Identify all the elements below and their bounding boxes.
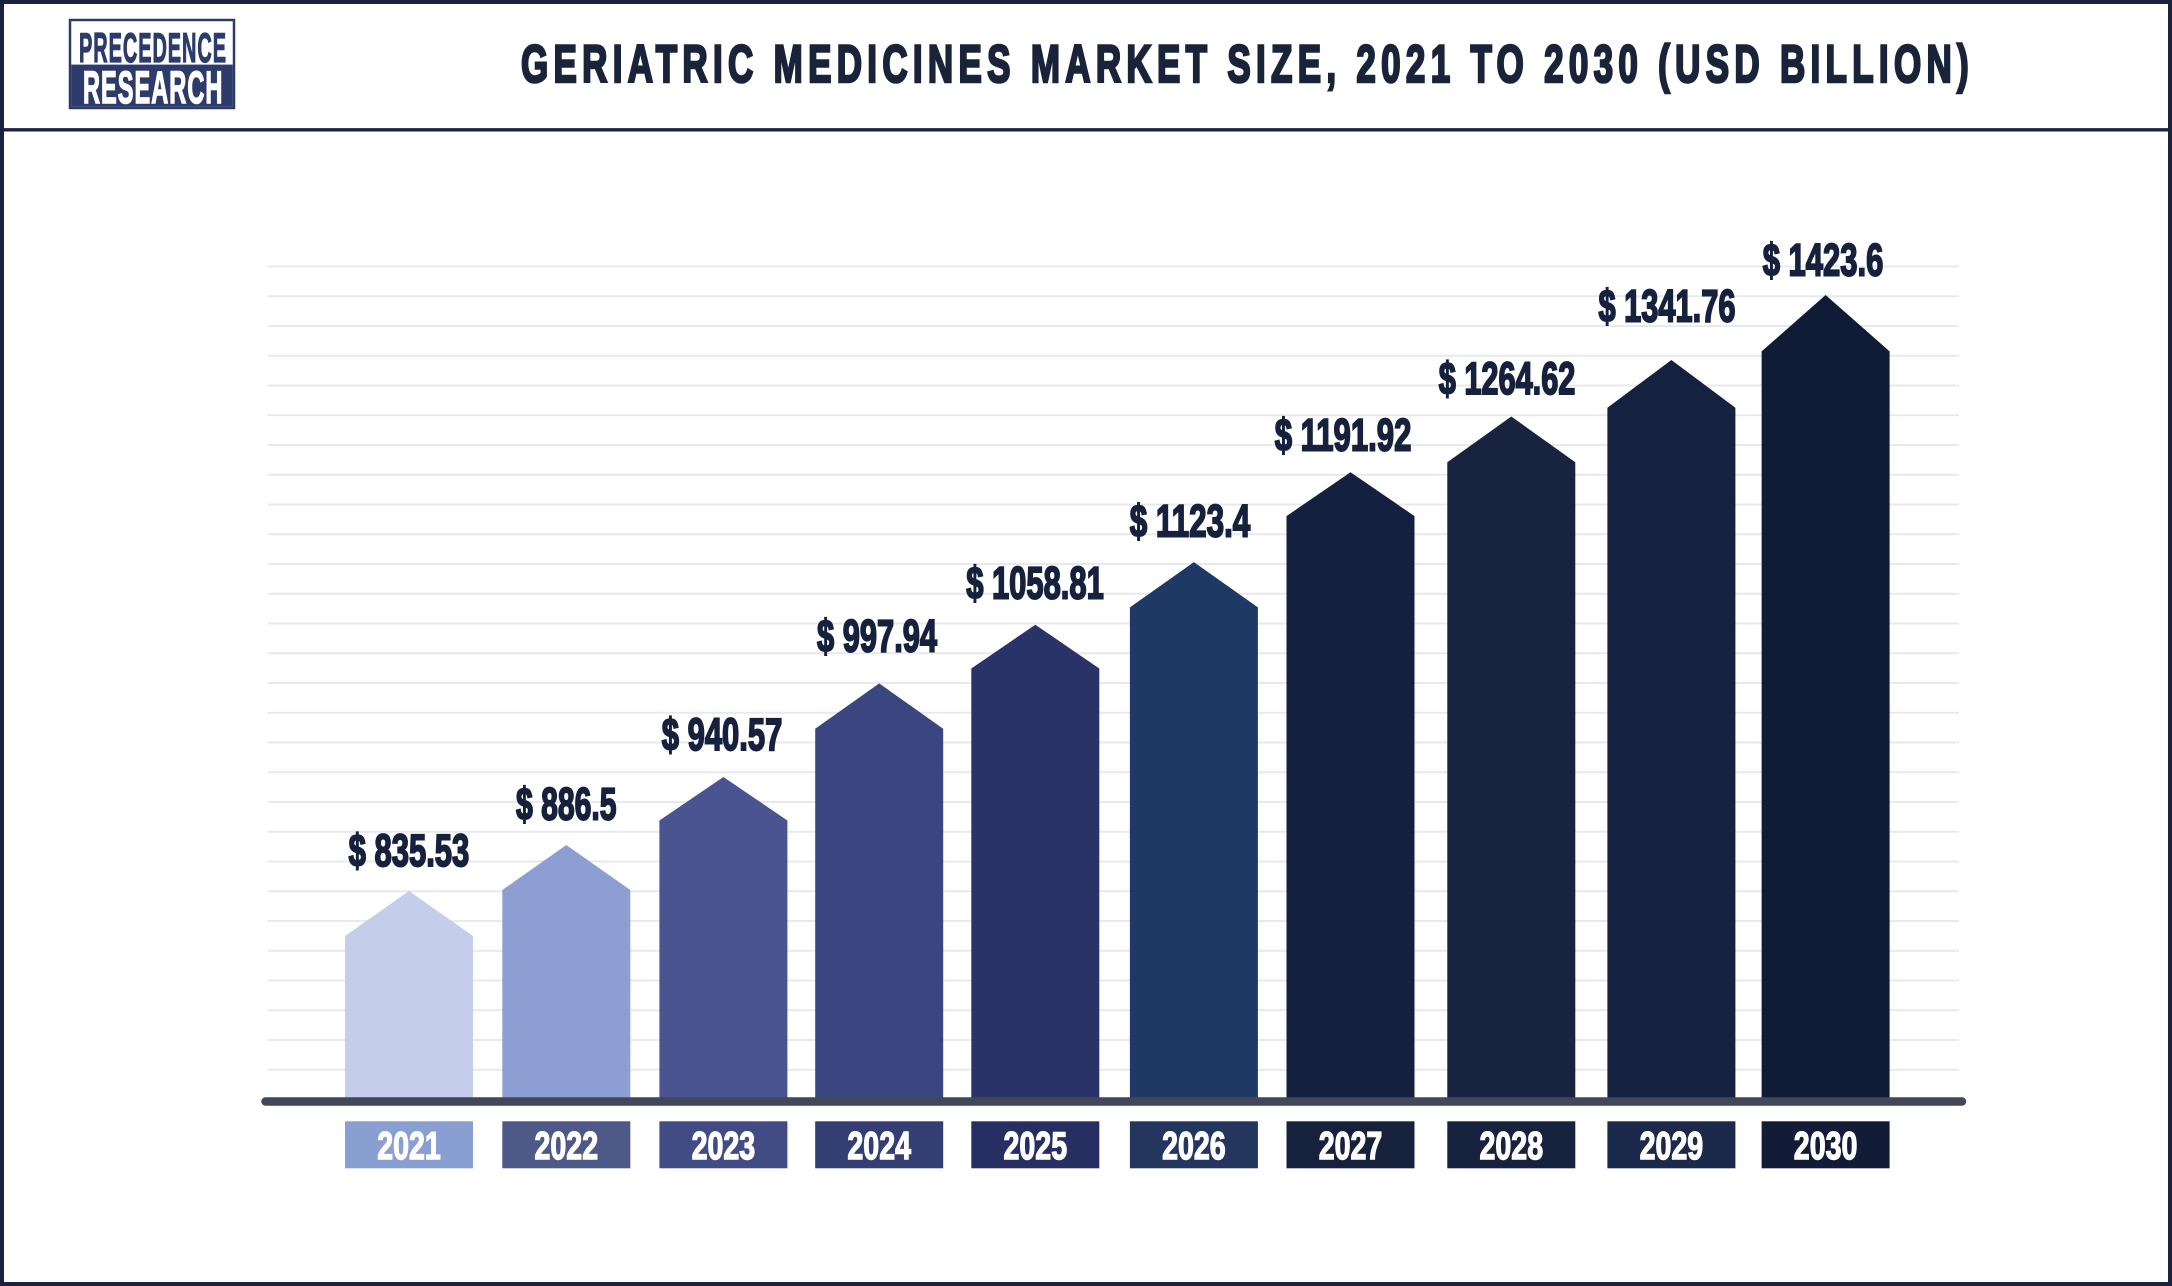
svg-text:$ 997.94: $ 997.94: [817, 611, 937, 662]
svg-text:2027: 2027: [1319, 1125, 1383, 1168]
svg-text:PRECEDENCE: PRECEDENCE: [79, 24, 227, 71]
svg-text:$ 1058.81: $ 1058.81: [966, 557, 1104, 608]
svg-text:$ 1423.6: $ 1423.6: [1763, 235, 1884, 286]
svg-text:2030: 2030: [1794, 1125, 1858, 1168]
svg-text:GERIATRIC MEDICINES MARKET SIZ: GERIATRIC MEDICINES MARKET SIZE, 2021 TO…: [521, 35, 1974, 94]
svg-text:2028: 2028: [1480, 1125, 1544, 1168]
svg-text:$ 1264.62: $ 1264.62: [1439, 353, 1576, 404]
svg-text:2029: 2029: [1640, 1125, 1704, 1168]
svg-text:$ 835.53: $ 835.53: [349, 825, 470, 876]
svg-text:RESEARCH: RESEARCH: [83, 62, 223, 113]
svg-text:2024: 2024: [847, 1125, 911, 1168]
svg-text:2025: 2025: [1004, 1125, 1068, 1168]
svg-text:2021: 2021: [377, 1125, 441, 1168]
svg-text:$ 1341.76: $ 1341.76: [1599, 281, 1736, 332]
svg-text:$ 940.57: $ 940.57: [662, 709, 783, 760]
svg-text:$ 1191.92: $ 1191.92: [1275, 410, 1412, 461]
svg-text:$ 886.5: $ 886.5: [516, 779, 617, 830]
svg-text:2023: 2023: [692, 1125, 756, 1168]
svg-text:2026: 2026: [1162, 1125, 1226, 1168]
svg-text:$ 1123.4: $ 1123.4: [1130, 496, 1251, 547]
svg-text:2022: 2022: [535, 1125, 599, 1168]
